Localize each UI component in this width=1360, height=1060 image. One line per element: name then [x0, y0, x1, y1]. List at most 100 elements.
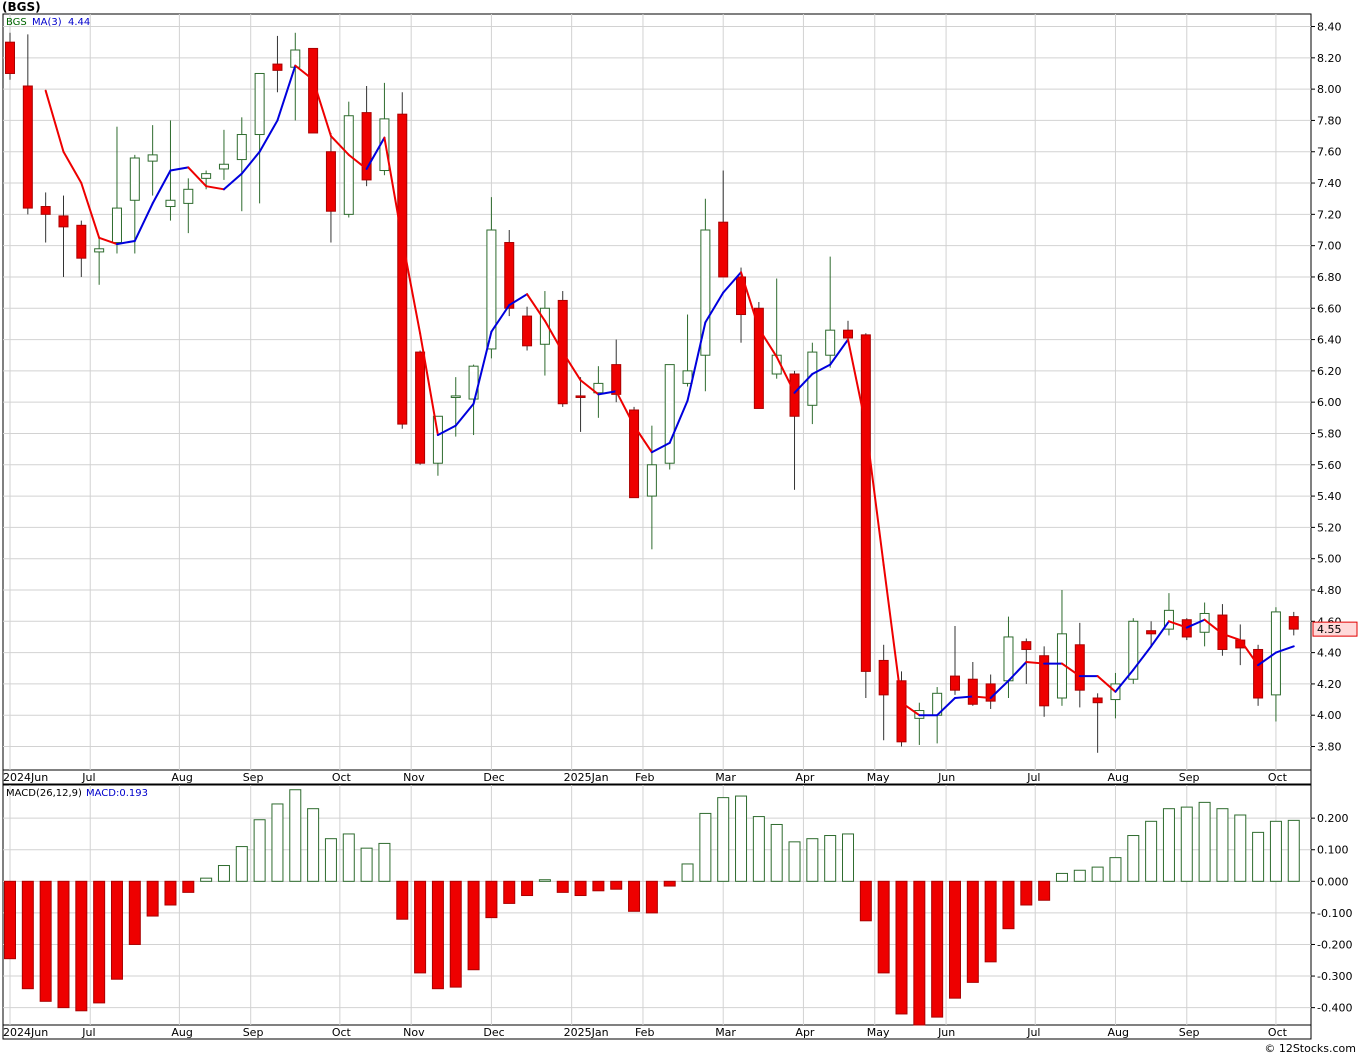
macd-bar: [556, 880, 569, 893]
ma-line-segment: [151, 169, 172, 205]
macd-y-tick-label: -0.100: [1317, 907, 1352, 920]
macd-bar: [324, 838, 337, 882]
macd-bar: [788, 841, 801, 882]
macd-bar: [378, 842, 391, 882]
ma-line-segment: [383, 136, 404, 241]
macd-bar: [859, 880, 872, 922]
macd-x-tick-label: Feb: [635, 1026, 654, 1039]
macd-bar: [39, 880, 52, 1002]
ma-line-segment: [615, 390, 636, 427]
price-x-tick-label: 2024Jun: [3, 771, 48, 784]
ma-line-segment: [722, 271, 743, 294]
candle-body: [486, 229, 497, 350]
price-x-tick-label: Dec: [483, 771, 504, 784]
macd-bar: [235, 846, 248, 882]
ma-line-segment: [490, 304, 511, 333]
price-x-tick-label: Aug: [171, 771, 192, 784]
ma-line-segment: [258, 119, 279, 153]
macd-bar: [1269, 820, 1282, 882]
chart-title: (BGS): [2, 0, 41, 14]
macd-x-tick-label: Jul: [81, 1026, 95, 1039]
last-price-label: 4.55: [1317, 623, 1342, 636]
price-y-tick-label: 7.00: [1317, 240, 1342, 253]
ma-line-segment: [472, 330, 493, 405]
macd-x-tick-label: Oct: [1268, 1026, 1288, 1039]
candle-body: [1092, 697, 1103, 704]
price-x-tick-label: Feb: [635, 771, 654, 784]
candle-body: [218, 163, 229, 170]
macd-bar: [877, 880, 890, 974]
ma-line-segment: [222, 172, 243, 191]
macd-bar: [396, 880, 409, 920]
macd-bar: [253, 819, 266, 882]
price-x-tick-label: Jun: [937, 771, 955, 784]
macd-bar: [770, 823, 783, 882]
price-y-tick-label: 7.80: [1317, 114, 1342, 127]
ma-line-segment: [1185, 618, 1206, 629]
ma-line-segment: [1221, 632, 1242, 642]
candle-body: [450, 395, 461, 398]
ma-line-segment: [864, 424, 885, 566]
candle-body: [5, 41, 15, 74]
macd-bar: [895, 880, 908, 1015]
ma-line-segment: [543, 319, 564, 354]
macd-bar: [645, 880, 658, 914]
macd-bar: [1127, 835, 1140, 882]
ma-line-segment: [44, 89, 65, 153]
ma-line-segment: [62, 150, 83, 185]
macd-bar: [681, 863, 694, 882]
macd-bar: [93, 880, 106, 1004]
price-y-tick-label: 5.60: [1317, 459, 1342, 472]
macd-bar: [1073, 869, 1086, 882]
candle-body: [736, 276, 747, 316]
price-y-tick-label: 6.60: [1317, 302, 1342, 315]
candle-body: [860, 334, 871, 672]
macd-bar: [1109, 857, 1122, 882]
ma-line-segment: [793, 373, 814, 394]
candle-body: [415, 351, 426, 464]
macd-x-tick-label: Apr: [795, 1026, 815, 1039]
macd-bar: [948, 880, 961, 999]
ma-line-segment: [740, 271, 760, 330]
macd-bar: [1162, 808, 1175, 882]
candle-body: [700, 229, 711, 356]
macd-bar: [307, 808, 320, 882]
candle-body: [1217, 614, 1228, 650]
candle-body: [575, 395, 586, 398]
macd-x-tick-label: Nov: [403, 1026, 425, 1039]
ma-line-segment: [169, 166, 190, 172]
ma-line-segment: [347, 153, 368, 170]
macd-bar: [21, 880, 34, 990]
ma-line-segment: [312, 78, 332, 138]
candle-body: [539, 307, 550, 345]
macd-bar: [735, 795, 748, 882]
ma-line-segment: [900, 701, 921, 717]
candle-body: [165, 199, 176, 208]
ma-line-segment: [686, 321, 707, 402]
price-x-tick-label: Sep: [1179, 771, 1200, 784]
candle-body: [201, 173, 212, 179]
candle-body: [325, 151, 336, 212]
ma-line-segment: [526, 293, 546, 322]
ma-line-segment: [508, 293, 529, 307]
candle-body: [664, 364, 675, 464]
macd-bar: [1038, 880, 1051, 901]
price-y-tick-label: 5.80: [1317, 427, 1342, 440]
price-y-tick-label: 6.40: [1317, 334, 1342, 347]
macd-bar: [200, 877, 213, 882]
macd-legend-value: MACD:0.193: [86, 788, 148, 799]
candle-body: [1163, 609, 1174, 630]
candle-body: [1146, 630, 1157, 635]
ma-line-segment: [561, 351, 582, 382]
macd-x-tick-label: Jul: [1026, 1026, 1040, 1039]
macd-x-tick-label: Oct: [332, 1026, 352, 1039]
ma-line-segment: [704, 291, 725, 324]
candle-body: [290, 49, 301, 68]
macd-bar: [1252, 831, 1265, 882]
candle-body: [1074, 644, 1085, 691]
price-y-tick-label: 5.00: [1317, 553, 1342, 566]
macd-bar: [503, 880, 516, 904]
macd-bar: [699, 812, 712, 882]
macd-bar: [182, 880, 195, 893]
price-y-tick-label: 5.20: [1317, 521, 1342, 534]
